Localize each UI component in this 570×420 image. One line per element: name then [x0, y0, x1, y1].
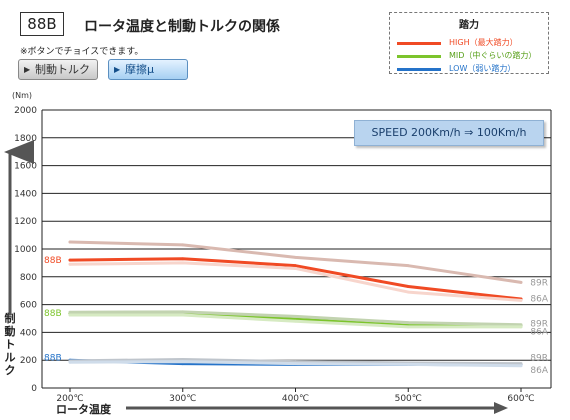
legend-label-low: LOW（弱い踏力） [449, 64, 516, 73]
x-tick-label: 200℃ [56, 394, 83, 404]
data-point [406, 290, 410, 294]
y-axis-title: 制動トルク [5, 311, 16, 377]
y-unit-label: (Nm) [12, 91, 32, 100]
data-point [181, 310, 185, 314]
model-id-box: 88B [20, 12, 64, 36]
instruction-note: ※ボタンでチョイスできます。 [20, 47, 144, 57]
x-axis-arrow-head [494, 402, 508, 414]
data-point [181, 257, 185, 261]
y-tick-label: 600 [20, 301, 37, 311]
data-point [181, 261, 185, 265]
y-tick-label: 2000 [14, 106, 37, 116]
data-point [68, 240, 72, 244]
braking-torque-button-label: 制動トルク [35, 63, 90, 76]
y-tick-label: 800 [20, 273, 37, 283]
data-point [294, 362, 297, 366]
y-tick-label: 400 [20, 328, 37, 338]
data-point [294, 264, 297, 268]
series-label: 88B [44, 353, 62, 363]
series-label: 89R [530, 278, 548, 288]
data-point [181, 313, 185, 317]
series-label: 89R [530, 353, 548, 363]
legend-item-mid: MID（中ぐらいの踏力） [397, 50, 545, 62]
data-point [406, 285, 410, 288]
series-label: 86A [530, 328, 548, 338]
data-point [294, 255, 297, 259]
friction-coefficient-button[interactable]: ▶ 摩擦μ [108, 59, 188, 80]
data-point [68, 360, 72, 364]
data-point [68, 262, 72, 266]
series-label: 86A [530, 294, 548, 304]
series-label: 88B [44, 309, 62, 319]
x-tick-label: 400℃ [282, 394, 309, 404]
legend-item-high: HIGH（最大踏力） [397, 37, 545, 49]
data-point [181, 243, 185, 247]
play-arrow-icon: ▶ [114, 65, 121, 74]
data-point [68, 313, 72, 317]
y-tick-label: 0 [31, 384, 37, 394]
data-point [406, 264, 410, 268]
data-point [519, 325, 523, 329]
data-point [294, 319, 297, 323]
data-point [294, 267, 297, 270]
legend-item-low: LOW（弱い踏力） [397, 63, 545, 75]
data-point [181, 360, 185, 363]
legend-title: 踏力 [459, 20, 479, 31]
braking-torque-button[interactable]: ▶ 制動トルク [18, 59, 98, 80]
page-title: ロータ温度と制動トルクの関係 [84, 19, 280, 35]
y-tick-label: 1400 [14, 189, 37, 199]
y-tick-label: 1600 [14, 162, 37, 172]
data-point [68, 310, 72, 314]
legend-label-mid: MID（中ぐらいの踏力） [449, 51, 537, 60]
data-point [406, 321, 410, 325]
x-tick-label: 300℃ [169, 394, 196, 404]
x-tick-label: 600℃ [507, 394, 534, 404]
series-label: 86A [530, 366, 548, 376]
legend-swatch-mid [397, 55, 441, 58]
series-label: 88B [44, 256, 62, 266]
x-tick-label: 500℃ [395, 394, 422, 404]
data-point [294, 315, 297, 318]
data-point [519, 280, 523, 284]
data-point [406, 362, 410, 366]
friction-coefficient-button-label: 摩擦μ [125, 63, 154, 76]
speed-condition-box: SPEED 200Km/h ⇒ 100Km/h [354, 120, 544, 146]
y-tick-label: 200 [20, 356, 37, 366]
legend-swatch-high [397, 42, 441, 45]
legend-swatch-low [397, 68, 441, 71]
y-tick-label: 1200 [14, 217, 37, 227]
data-point [519, 364, 523, 368]
play-arrow-icon: ▶ [24, 65, 31, 74]
data-point [68, 258, 72, 262]
data-point [519, 299, 523, 302]
legend: 踏力 HIGH（最大踏力） MID（中ぐらいの踏力） LOW（弱い踏力） [389, 12, 549, 74]
y-tick-label: 1800 [14, 134, 37, 144]
series-label: 89R [530, 319, 548, 329]
legend-label-high: HIGH（最大踏力） [449, 38, 518, 47]
x-axis-title: ロータ温度 [56, 402, 112, 416]
y-tick-label: 1000 [14, 245, 37, 255]
data-point [406, 325, 410, 329]
